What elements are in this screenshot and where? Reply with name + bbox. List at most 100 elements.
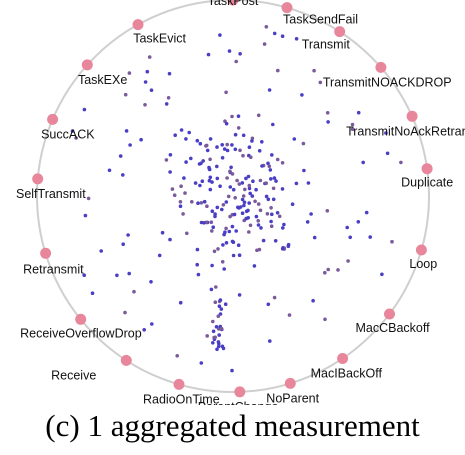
scatter-dot (268, 168, 273, 172)
node-transmitnoackdrop (375, 61, 387, 73)
scatter-dot (184, 137, 188, 141)
scatter-dot (127, 71, 132, 75)
scatter-dot (326, 120, 330, 124)
scatter-dot (220, 207, 224, 212)
scatter-dot (195, 138, 200, 143)
scatter-dot (230, 114, 234, 119)
scatter-dot (234, 59, 238, 64)
scatter-dot (257, 149, 262, 153)
scatter-dot (173, 133, 177, 137)
scatter-dot (208, 157, 212, 162)
scatter-dot (168, 153, 173, 157)
scatter-dot (207, 165, 211, 170)
scatter-dot (267, 164, 272, 168)
scatter-dot (269, 206, 273, 210)
scatter-dot (266, 302, 271, 307)
scatter-dot (350, 127, 355, 131)
scatter-dot (247, 145, 252, 149)
scatter-dot (209, 220, 214, 224)
scatter-dot (223, 302, 228, 307)
scatter-dot (193, 181, 198, 185)
scatter-dot (256, 219, 261, 223)
scatter-dot (232, 212, 237, 217)
scatter-dot (290, 202, 295, 206)
scatter-dot (301, 141, 306, 146)
ring-nodes (32, 0, 433, 398)
node-label-transmit: Transmit (302, 38, 351, 52)
scatter-dot (123, 310, 127, 315)
scatter-dot (121, 242, 125, 246)
node-maccbackoff (384, 308, 395, 320)
scatter-dot (323, 270, 327, 275)
scatter-dot (294, 37, 299, 41)
scatter-dot (384, 131, 388, 135)
scatter-dot (214, 285, 218, 289)
scatter-dot (312, 68, 316, 73)
scatter-dot (190, 200, 194, 204)
scatter-dot (124, 129, 129, 133)
scatter-dot (221, 203, 226, 207)
node-macibackoff (337, 353, 349, 364)
node-label-macibackoff: MacIBackOff (311, 367, 383, 381)
chord-ring-diagram: TaskPost TaskSendFail Transmit TransmitNOAC… (16, 0, 465, 405)
scatter-dot (325, 209, 330, 213)
scatter-dot (385, 151, 390, 156)
scatter-dot (336, 268, 340, 272)
scatter-dot (82, 107, 87, 112)
scatter-dot (261, 238, 266, 243)
node-tasksendfail (281, 2, 293, 14)
scatter-dot (233, 196, 237, 200)
ring-circle (36, 0, 430, 393)
scatter-dot (318, 80, 323, 85)
scatter-dot (258, 178, 263, 183)
node-label-noparent: NoParent (266, 391, 319, 405)
scatter-dot (160, 230, 165, 235)
scatter-dot (256, 223, 261, 227)
scatter-dot (237, 182, 242, 186)
scatter-dot (225, 176, 229, 180)
scatter-dot (208, 187, 213, 192)
scatter-dot (175, 354, 179, 358)
scatter-dot (262, 42, 267, 46)
scatter-dot (213, 300, 218, 305)
scatter-dot (247, 201, 251, 205)
node-label-succack: SuccACK (41, 127, 95, 141)
scatter-dot (118, 154, 123, 158)
scatter-dot (272, 176, 277, 180)
scatter-dot (218, 33, 222, 37)
scatter-dot (221, 346, 226, 351)
scatter-dot (86, 196, 91, 201)
scatter-dot (380, 272, 384, 277)
scatter-dot (209, 287, 214, 292)
scatter-dot (199, 161, 203, 166)
node-receiveoverflowdrop (75, 313, 87, 325)
scatter-dot (83, 213, 88, 218)
scatter-dot (206, 52, 211, 57)
scatter-dot (220, 260, 225, 264)
scatter-dot (210, 263, 214, 268)
scatter-dot (280, 247, 285, 251)
scatter-dot (204, 143, 209, 148)
scatter-dot (228, 185, 233, 189)
scatter-dot (224, 121, 229, 126)
node-label-selftransmit: SelfTransmit (16, 187, 86, 201)
scatter-dot (199, 361, 204, 365)
scatter-dot (323, 317, 327, 322)
scatter-dot (238, 52, 242, 56)
scatter-dot (281, 226, 285, 230)
scatter-dot (326, 267, 331, 272)
scatter-dot (348, 235, 353, 240)
scatter-dot (178, 204, 183, 208)
scatter-dot (82, 273, 86, 278)
scatter-dot (267, 88, 272, 92)
scatter-dot (248, 191, 252, 196)
scatter-dot (238, 148, 242, 153)
scatter-dot (214, 325, 219, 329)
node-retransmit (40, 247, 52, 259)
scatter-dot (127, 271, 131, 276)
scatter-dot (205, 148, 210, 153)
scatter-dot (211, 319, 215, 324)
scatter-dot (202, 221, 206, 225)
scatter-dot (213, 335, 217, 340)
scatter-dot (269, 177, 273, 181)
